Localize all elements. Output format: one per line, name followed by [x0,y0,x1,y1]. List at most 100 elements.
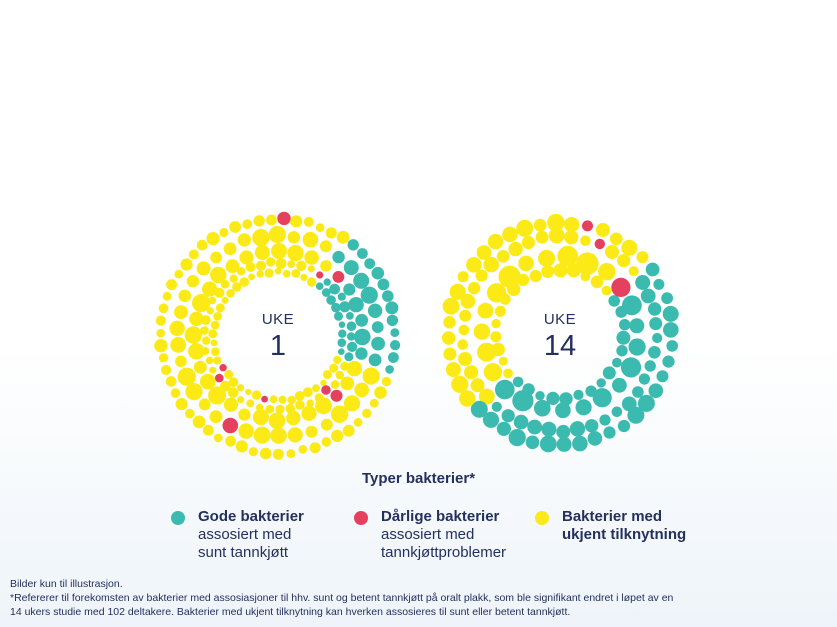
bubble-good [482,411,500,428]
bubble-unknown [235,440,248,453]
bubble-unknown [208,296,217,305]
bubble-unknown [300,273,308,281]
bubble-bad [332,271,345,283]
bubble-good [622,295,642,316]
bubble-good [632,386,644,398]
bubble-good [337,292,346,301]
bubble-unknown [252,229,270,247]
bubble-good [382,290,394,302]
legend-item-unknown: Bakterier med ukjent tilknytning [535,508,686,544]
bubble-unknown [475,269,488,282]
bubble-unknown [459,390,476,407]
footnotes: Bilder kun til illustrasjon. *Refererer … [10,577,830,619]
bubble-good [627,406,645,424]
bubble-good [649,317,663,331]
bubble-good [661,292,673,305]
bubble-unknown [226,289,235,298]
bubble-unknown [166,279,178,291]
bubble-unknown [208,386,227,405]
bubble-good [585,419,599,433]
bubble-unknown [252,409,269,426]
bubble-unknown [185,383,203,401]
legend-unknown-title-1: Bakterier med [562,508,663,525]
bubble-good [348,297,364,313]
bubble-unknown [154,339,168,353]
bubble-unknown [320,379,327,387]
bubble-unknown [362,367,380,385]
bubble-good [347,239,359,251]
bubble-unknown [329,363,339,373]
bubble-unknown [304,250,319,265]
bubble-good [371,321,384,333]
bubble-unknown [209,366,217,374]
bubble-good [638,373,651,385]
bubble-unknown [320,418,333,431]
bubble-good [371,336,385,351]
bubble-unknown [211,347,220,357]
bubble-unknown [296,260,307,271]
legend-good-desc-1: assosiert med [198,526,292,543]
bubble-good [603,426,616,439]
bubble-good [385,365,394,374]
bubble-unknown [291,269,301,278]
bubble-unknown [264,268,274,278]
bubble-unknown [210,320,220,330]
bubble-unknown [202,281,218,297]
bubble-good [575,399,592,416]
bubble-good [535,391,545,401]
bubble-unknown [253,426,271,444]
bubble-good [355,347,368,360]
bubble-unknown [192,294,211,313]
bubble-good [388,352,399,363]
legend-dot-bad [354,511,368,525]
bubble-unknown [275,404,285,414]
bubble-good [653,278,665,290]
bubble-unknown [303,387,313,398]
bubble-good [534,399,551,417]
bubble-unknown [483,363,502,382]
bubble-unknown [309,442,321,454]
bubble-good [343,283,356,296]
bubble-unknown [158,353,169,363]
bubble-unknown [321,437,332,447]
bubble-bad [594,238,605,250]
bubble-unknown [225,259,240,274]
bubble-unknown [381,376,392,387]
bubble-unknown [315,397,332,415]
bubble-good [347,341,358,352]
bubble-unknown [491,318,501,329]
bubble-unknown [490,331,502,343]
bubble-unknown [268,412,286,430]
bubble-unknown [228,377,239,388]
legend-item-good: Gode bakterier assosiert med sunt tannkj… [171,508,304,562]
bubble-unknown [459,309,472,322]
legend-dot-unknown [535,511,549,525]
bubble-good [347,332,356,341]
bubble-bad [215,373,224,383]
bubble-unknown [460,293,476,309]
bubble-unknown [477,342,497,362]
bubble-unknown [458,324,470,336]
bubble-unknown [200,326,209,335]
bubble-good [326,295,336,305]
bubble-good [386,314,399,327]
bubble-unknown [508,241,523,257]
bubble-unknown [206,307,214,315]
bubble-unknown [442,297,460,315]
bubble-good [559,392,573,406]
bubble-unknown [533,218,547,232]
bubble-unknown [564,217,580,233]
bubble-bad [219,364,227,372]
footnote-illustration: Bilder kun til illustrasjon. [10,578,123,590]
bubble-unknown [215,303,225,313]
bubble-good [527,419,543,435]
footnote-reference-1: *Refererer til forekomsten av bakterier … [10,592,674,604]
bubble-unknown [336,230,350,244]
bubble-good [666,340,678,352]
bubble-good [346,312,354,320]
bubble-unknown [177,367,196,386]
bubble-unknown [251,390,262,400]
bubble-unknown [306,399,315,408]
bubble-unknown [265,404,275,414]
bubble-unknown [295,400,305,410]
